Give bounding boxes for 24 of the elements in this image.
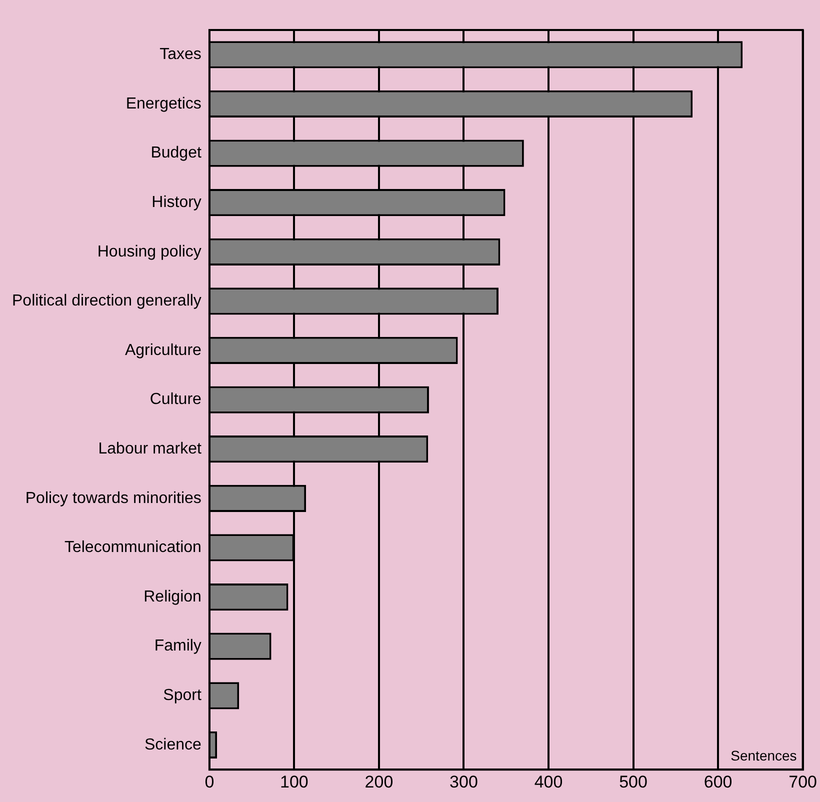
y-tick-label: Science	[144, 736, 202, 754]
y-tick-label: Budget	[150, 144, 202, 162]
x-tick-label: 300	[450, 772, 478, 792]
x-tick-label: 0	[204, 772, 214, 792]
x-tick-label: 100	[280, 772, 308, 792]
y-tick-label: Housing policy	[97, 243, 202, 260]
y-tick-label: Taxes	[160, 46, 202, 64]
y-tick-label: Family	[154, 638, 202, 655]
y-tick-label: Political direction generally	[12, 292, 202, 310]
x-tick-label: 200	[364, 772, 394, 792]
x-tick-label: 700	[788, 772, 818, 792]
y-tick-label: Telecommunication	[64, 539, 202, 556]
y-tick-label: Culture	[150, 391, 202, 408]
x-tick-label: 600	[704, 772, 732, 792]
x-tick-label: 400	[534, 772, 563, 792]
x-tick-label: 500	[619, 772, 648, 792]
y-tick-label: Labour market	[98, 440, 202, 458]
x-axis-title: Sentences	[730, 747, 797, 764]
y-tick-label: Religion	[144, 588, 202, 606]
y-tick-label: Sport	[163, 687, 202, 704]
y-tick-label: Agriculture	[124, 342, 202, 359]
y-tick-label: History	[152, 194, 202, 211]
y-tick-label: Policy towards minorities	[25, 490, 202, 507]
y-tick-label: Energetics	[126, 95, 202, 112]
